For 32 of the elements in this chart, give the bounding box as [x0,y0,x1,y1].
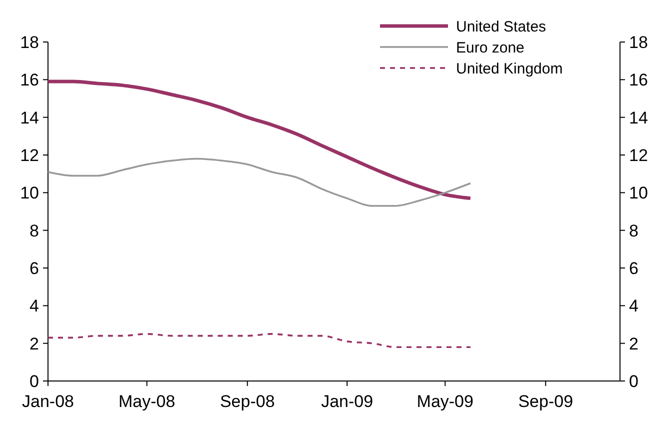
legend-label: United Kingdom [456,60,563,78]
y-tick-label: 14 [20,108,39,128]
legend-label: United States [456,18,546,36]
line-series [46,80,472,200]
y2-tick-label: 2 [629,334,638,354]
x-tick-label: Sep-08 [220,392,275,411]
y2-tick-label: 0 [629,372,638,391]
y2-tick-label: 16 [629,70,648,90]
y2-tick-label: 6 [629,258,638,278]
x-tick-label: May-08 [118,392,176,411]
x-tick-label: Jan-09 [321,392,374,411]
y2-tick-label: 14 [629,108,648,128]
y-tick-label: 18 [20,32,39,52]
y-tick-label: 16 [20,70,39,90]
legend-label: Euro zone [456,39,524,56]
y2-tick-label: 4 [629,296,638,316]
y2-tick-label: 12 [629,146,648,165]
y-tick-label: 0 [30,372,39,391]
y-tick-label: 12 [20,146,39,165]
y2-tick-label: 10 [629,184,648,203]
x-tick-label: May-09 [416,392,474,411]
y-tick-label: 10 [20,184,39,203]
y-tick-label: 4 [30,296,39,316]
y-tick-label: 6 [30,258,39,278]
y2-tick-label: 18 [629,32,648,52]
line-series [47,333,472,348]
y-tick-label: 8 [30,221,39,240]
x-tick-label: Sep-09 [518,392,574,411]
y2-tick-label: 8 [629,221,638,240]
y-tick-label: 2 [30,334,39,354]
line-series [47,158,472,207]
x-tick-label: Jan-08 [22,392,74,411]
